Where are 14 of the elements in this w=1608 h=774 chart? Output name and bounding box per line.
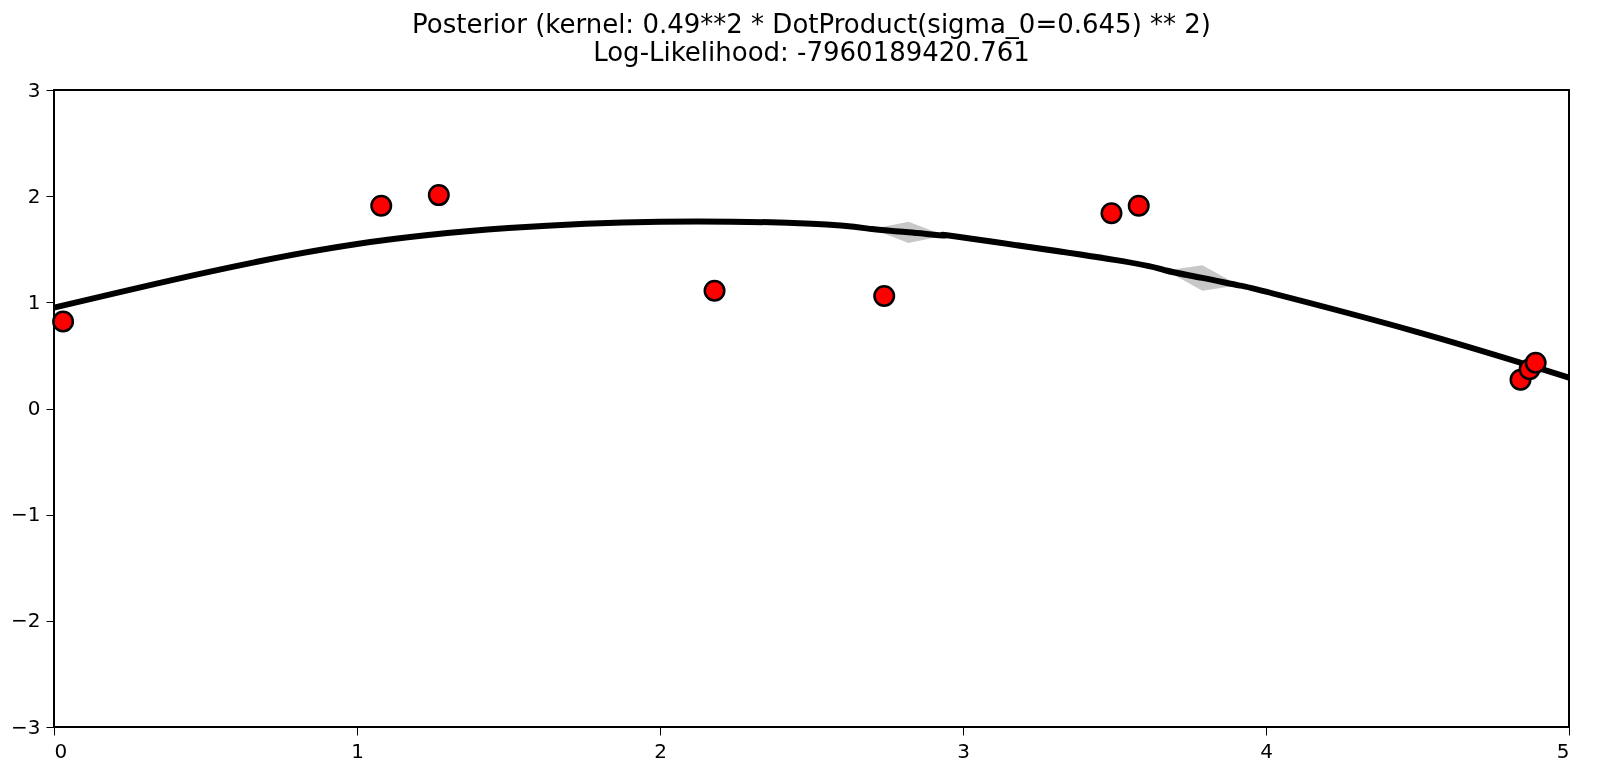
text: Posterior (kernel: 0.49**2 * DotProduct(sigma_0=0.645) ** 2) xyxy=(412,9,1211,39)
y-tick-label: −3 xyxy=(11,714,41,739)
y-tick-label: 0 xyxy=(27,396,41,420)
y-tick-label: 1 xyxy=(27,289,41,314)
x-tick-label: 4 xyxy=(1260,738,1273,763)
x-tick-label: 2 xyxy=(654,738,667,763)
y-tick-label: −1 xyxy=(11,502,41,527)
x-tick-label: 0 xyxy=(54,738,68,763)
y-tick-label: 3 xyxy=(27,77,41,102)
x-tick-label: 3 xyxy=(957,738,970,763)
y-tick-label: −2 xyxy=(11,608,41,633)
y-tick-label: 2 xyxy=(27,183,41,208)
x-tick-label: 5 xyxy=(1556,738,1570,763)
x-tick-label: 1 xyxy=(351,738,364,763)
